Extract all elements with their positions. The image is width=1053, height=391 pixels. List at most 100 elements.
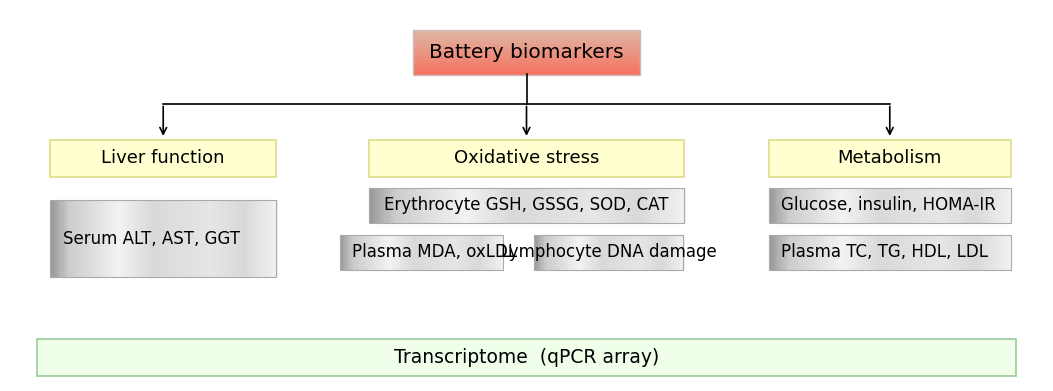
Bar — [413, 30, 640, 75]
Bar — [130, 200, 133, 277]
Bar — [682, 235, 686, 270]
Bar — [413, 37, 640, 38]
Bar — [413, 50, 640, 52]
Bar — [395, 235, 398, 270]
Bar — [260, 200, 264, 277]
Bar — [880, 188, 885, 223]
Bar — [609, 235, 612, 270]
Bar — [998, 235, 1002, 270]
Bar — [610, 235, 613, 270]
Bar — [916, 235, 920, 270]
Bar — [907, 235, 911, 270]
Bar — [583, 235, 587, 270]
Bar — [232, 200, 235, 277]
Bar — [397, 188, 402, 223]
Bar — [413, 56, 640, 57]
Bar — [526, 188, 531, 223]
Bar — [541, 235, 544, 270]
Bar — [927, 188, 930, 223]
Bar — [413, 60, 640, 61]
Bar — [392, 235, 395, 270]
Bar — [812, 188, 816, 223]
Bar — [800, 188, 804, 223]
Bar — [476, 188, 480, 223]
Bar — [938, 235, 942, 270]
Bar — [540, 235, 543, 270]
Bar — [679, 235, 682, 270]
Bar — [112, 200, 115, 277]
Bar — [413, 62, 640, 63]
Bar — [643, 188, 649, 223]
Bar — [350, 235, 353, 270]
Bar — [627, 235, 630, 270]
Bar — [413, 71, 640, 72]
Bar — [948, 188, 952, 223]
Bar — [82, 200, 85, 277]
Bar — [659, 235, 662, 270]
Bar — [644, 235, 648, 270]
Bar — [808, 188, 812, 223]
Bar — [847, 235, 850, 270]
Bar — [576, 235, 579, 270]
Bar — [381, 188, 385, 223]
Bar — [875, 235, 879, 270]
Bar — [919, 235, 922, 270]
Bar — [199, 200, 203, 277]
Bar — [413, 48, 640, 49]
Bar — [567, 235, 570, 270]
Bar — [878, 235, 881, 270]
Bar — [569, 235, 572, 270]
Text: Serum ALT, AST, GGT: Serum ALT, AST, GGT — [63, 230, 240, 248]
Bar — [106, 200, 111, 277]
Bar — [977, 235, 981, 270]
Bar — [577, 188, 582, 223]
Bar — [946, 235, 950, 270]
Bar — [849, 188, 853, 223]
Bar — [621, 188, 625, 223]
Bar — [824, 235, 829, 270]
Bar — [662, 235, 665, 270]
Bar — [659, 188, 663, 223]
Bar — [75, 200, 79, 277]
Bar — [473, 188, 477, 223]
Bar — [444, 188, 449, 223]
Bar — [486, 235, 490, 270]
Bar — [236, 200, 239, 277]
Text: Plasma MDA, oxLDL: Plasma MDA, oxLDL — [352, 243, 517, 261]
Bar — [504, 188, 510, 223]
Bar — [413, 56, 640, 58]
Bar — [853, 188, 857, 223]
Bar — [242, 200, 246, 277]
Bar — [413, 73, 640, 74]
Bar — [598, 235, 601, 270]
Bar — [923, 235, 928, 270]
Bar — [413, 47, 640, 48]
Bar — [673, 235, 676, 270]
Bar — [372, 188, 377, 223]
Bar — [150, 200, 154, 277]
Bar — [771, 235, 775, 270]
Bar — [664, 235, 667, 270]
Bar — [830, 235, 833, 270]
Bar — [552, 235, 555, 270]
Bar — [51, 140, 276, 177]
Bar — [631, 188, 635, 223]
Bar — [141, 200, 144, 277]
Bar — [965, 188, 969, 223]
Bar — [771, 188, 775, 223]
Bar — [678, 188, 682, 223]
Bar — [866, 235, 870, 270]
Bar — [382, 235, 385, 270]
Bar — [571, 188, 575, 223]
Bar — [371, 235, 374, 270]
Bar — [774, 188, 777, 223]
Bar — [413, 50, 640, 51]
Bar — [866, 188, 870, 223]
Bar — [555, 188, 559, 223]
Bar — [953, 235, 957, 270]
Bar — [987, 235, 991, 270]
Bar — [413, 32, 640, 33]
Bar — [489, 235, 492, 270]
Bar — [604, 235, 608, 270]
Bar — [419, 188, 423, 223]
